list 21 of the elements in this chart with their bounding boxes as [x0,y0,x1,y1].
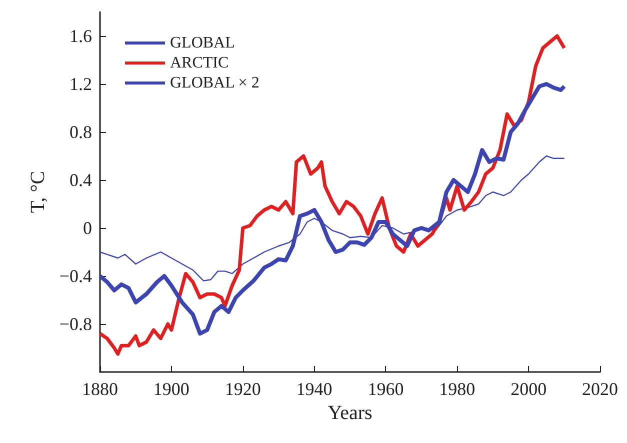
x-tick-label: 2020 [582,379,618,399]
x-tick-label: 1940 [296,379,332,399]
y-tick-label: −0.8 [59,314,92,334]
y-tick-label: 0.4 [70,170,92,190]
legend-label: ARCTIC [170,54,229,72]
y-axis-title: T, °C [27,170,49,214]
y-tick-label: 0.8 [70,122,92,142]
x-tick-label: 1900 [153,379,190,399]
y-tick-label: −0.4 [59,266,92,286]
y-tick-label: 1.6 [70,26,92,46]
legend-label: GLOBAL [170,34,235,52]
y-tick-label: 1.2 [70,74,92,94]
x-tick-label: 1920 [224,379,261,399]
x-axis-title: Years [328,402,373,424]
y-tick-label: 0 [83,218,92,238]
x-tick-label: 1880 [82,379,118,399]
line-series [98,34,566,356]
x-tick-label: 1960 [368,379,404,399]
legend-label: GLOBAL × 2 [170,74,260,92]
x-tick-label: 2000 [510,379,547,399]
x-tick-label: 1980 [439,379,476,399]
